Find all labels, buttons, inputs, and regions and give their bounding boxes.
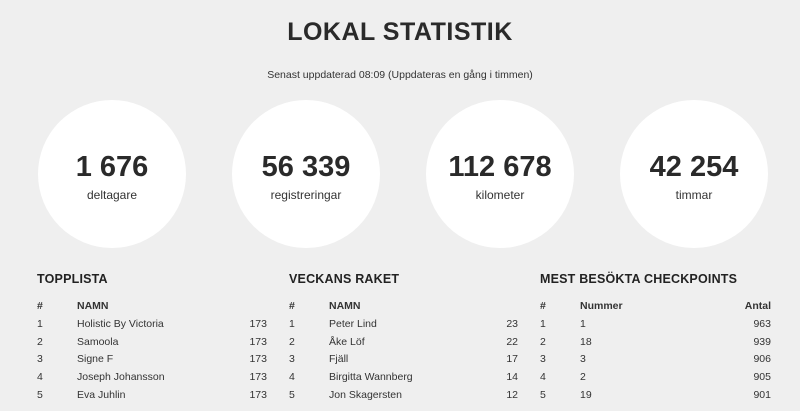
page-title: LOKAL STATISTIK [287,18,513,46]
table-row: 5 19 901 [540,386,771,404]
table-row: 3 Signe F 173 [37,351,267,369]
row-rank: 3 [37,353,43,366]
checkpoints-table: # Nummer Antal 1 1 963 2 18 939 3 3 906 4 2 905 … [540,297,771,404]
toplist-table: # NAMN 1 Holistic By Victoria 173 2 Samoola… [37,297,267,404]
table-row: 4 Joseph Johansson 173 [37,368,267,386]
toplist-panel: TOPPLISTA # NAMN 1 Holistic By Victoria 17… [37,272,267,404]
stat-circle-registrations: 56 339 registreringar [232,100,380,248]
row-name[interactable]: Eva Juhlin [77,389,126,402]
row-value: 173 [249,317,267,330]
checkpoints-heading: MEST BESÖKTA CHECKPOINTS [540,272,738,286]
col-number: Nummer [580,300,623,312]
table-row: 5 Jon Skagersten 12 [289,386,518,404]
row-rank: 2 [289,335,295,348]
table-row: 4 2 905 [540,368,771,386]
row-name[interactable]: Åke Löf [329,335,365,348]
row-count: 963 [753,317,771,330]
col-value [235,297,267,315]
stat-circle-kilometers: 112 678 kilometer [426,100,574,248]
row-count: 906 [753,353,771,366]
row-name[interactable]: Joseph Johansson [77,371,165,384]
row-value: 173 [249,371,267,384]
row-rank: 1 [540,317,546,330]
row-number: 18 [580,335,592,348]
stat-circle-hours: 42 254 timmar [620,100,768,248]
row-name[interactable]: Signe F [77,353,114,366]
stat-label: kilometer [475,187,525,202]
row-value: 173 [249,335,267,348]
row-rank: 2 [540,335,546,348]
toplist-heading: TOPPLISTA [37,272,108,286]
col-name: NAMN [77,300,109,312]
row-rank: 5 [289,389,295,402]
row-number: 3 [580,353,586,366]
stat-value: 42 254 [649,150,739,183]
row-value: 17 [506,353,518,366]
stat-circle-participants: 1 676 deltagare [38,100,186,248]
row-count: 905 [753,371,771,384]
stat-value: 112 678 [448,150,552,183]
row-number: 2 [580,371,586,384]
table-row: 2 Åke Löf 22 [289,333,518,351]
table-row: 2 Samoola 173 [37,333,267,351]
weekly-rocket-table: # NAMN 1 Peter Lind 23 2 Åke Löf 22 3 Fjäll 17… [289,297,518,404]
row-rank: 1 [289,317,295,330]
row-count: 901 [753,389,771,402]
table-row: 1 Peter Lind 23 [289,315,518,333]
row-number: 19 [580,389,592,402]
row-rank: 5 [540,389,546,402]
row-name[interactable]: Peter Lind [329,317,377,330]
stat-value: 56 339 [261,150,351,183]
table-header-row: # NAMN [289,297,518,315]
row-rank: 4 [289,371,295,384]
row-value: 22 [506,335,518,348]
row-rank: 3 [540,353,546,366]
weekly-rocket-heading: VECKANS RAKET [289,272,400,286]
col-rank: # [289,300,295,312]
table-row: 4 Birgitta Wannberg 14 [289,368,518,386]
table-header-row: # NAMN [37,297,267,315]
row-rank: 3 [289,353,295,366]
row-rank: 4 [540,371,546,384]
table-row: 5 Eva Juhlin 173 [37,386,267,404]
table-row: 2 18 939 [540,333,771,351]
row-value: 173 [249,353,267,366]
table-row: 1 Holistic By Victoria 173 [37,315,267,333]
row-rank: 5 [37,389,43,402]
row-rank: 4 [37,371,43,384]
table-row: 3 Fjäll 17 [289,351,518,369]
row-value: 23 [506,317,518,330]
row-number: 1 [580,317,586,330]
col-value [495,297,518,315]
row-rank: 2 [37,335,43,348]
row-count: 939 [753,335,771,348]
table-row: 1 1 963 [540,315,771,333]
last-updated-text: Senast uppdaterad 08:09 (Uppdateras en g… [267,69,533,81]
stat-label: registreringar [270,187,342,202]
row-name[interactable]: Samoola [77,335,119,348]
col-rank: # [540,300,546,312]
col-rank: # [37,300,43,312]
col-name: NAMN [329,300,361,312]
row-value: 12 [506,389,518,402]
row-value: 14 [506,371,518,384]
stat-label: timmar [675,187,713,202]
row-rank: 1 [37,317,43,330]
table-row: 3 3 906 [540,351,771,369]
row-name[interactable]: Fjäll [329,353,349,366]
checkpoints-panel: MEST BESÖKTA CHECKPOINTS # Nummer Antal … [540,272,771,404]
row-value: 173 [249,389,267,402]
col-count: Antal [744,300,771,312]
row-name[interactable]: Holistic By Victoria [77,317,164,330]
stat-label: deltagare [86,187,138,202]
row-name[interactable]: Jon Skagersten [329,389,402,402]
weekly-rocket-panel: VECKANS RAKET # NAMN 1 Peter Lind 23 2 Åke … [289,272,518,404]
row-name[interactable]: Birgitta Wannberg [329,371,413,384]
stat-value: 1 676 [75,150,149,183]
table-header-row: # Nummer Antal [540,297,771,315]
